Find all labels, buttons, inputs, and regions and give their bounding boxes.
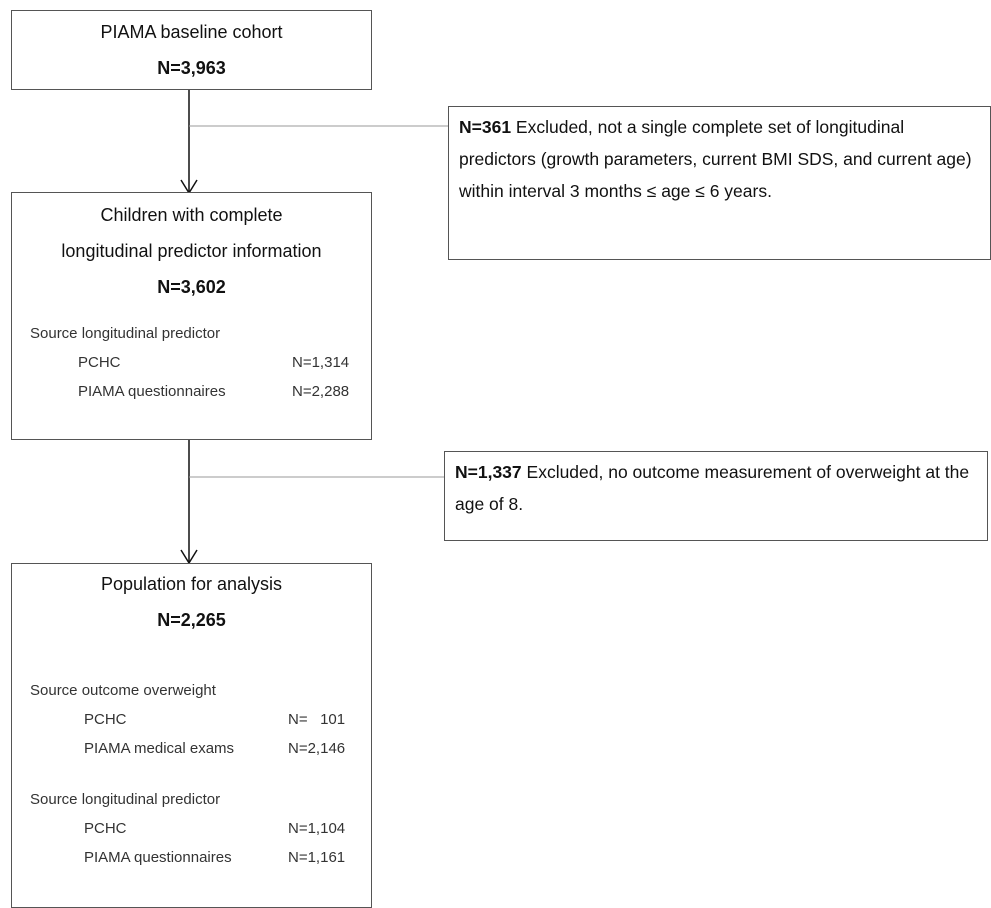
analysis-count: N=2,265 (157, 610, 226, 630)
source-row: PCHC N=1,314 (30, 348, 371, 377)
outcome-row: PIAMA medical exams N=2,146 (30, 734, 371, 763)
exclusion-1-count: N=361 (459, 117, 512, 137)
complete-source-heading: Source longitudinal predictor (30, 325, 221, 342)
outcome-row: PCHC N= 101 (30, 705, 371, 734)
predictor-row: PCHC N=1,104 (30, 814, 371, 843)
exclusion-2-count: N=1,337 (455, 462, 522, 482)
outcome-row-value: N=2,146 (288, 740, 346, 757)
exclusion-2-text: Excluded, no outcome measurement of over… (455, 462, 970, 514)
source-row-value: N=2,288 (292, 383, 350, 400)
outcome-source-heading: Source outcome overweight (30, 682, 216, 699)
complete-title-line-2: longitudinal predictor information (61, 241, 322, 261)
baseline-title: PIAMA baseline cohort (100, 22, 283, 42)
complete-title-line-1: Children with complete (100, 205, 283, 225)
analysis-title: Population for analysis (100, 574, 283, 594)
source-row-value: N=1,314 (292, 354, 350, 371)
source-row-label: PIAMA questionnaires (78, 383, 226, 400)
complete-count: N=3,602 (157, 277, 226, 297)
predictor-row: PIAMA questionnaires N=1,161 (30, 843, 371, 872)
outcome-row-label: PIAMA medical exams (84, 740, 235, 757)
baseline-count: N=3,963 (157, 58, 226, 78)
predictor-row-value: N=1,161 (288, 849, 346, 866)
exclusion-1-text: Excluded, not a single complete set of l… (459, 117, 972, 201)
predictor-row-label: PIAMA questionnaires (84, 849, 232, 866)
outcome-row-value: N= 101 (288, 711, 346, 728)
analysis-population-box: Population for analysis N=2,265 Source o… (11, 563, 372, 908)
exclusion-box-2: N=1,337 Excluded, no outcome measurement… (444, 451, 988, 541)
predictor-row-value: N=1,104 (288, 820, 346, 837)
outcome-row-label: PCHC (84, 711, 127, 728)
source-row-label: PCHC (78, 354, 121, 371)
predictor-source-heading: Source longitudinal predictor (30, 791, 221, 808)
baseline-cohort-box: PIAMA baseline cohort N=3,963 (11, 10, 372, 90)
source-row: PIAMA questionnaires N=2,288 (30, 377, 371, 406)
predictor-row-label: PCHC (84, 820, 127, 837)
complete-predictor-box: Children with complete longitudinal pred… (11, 192, 372, 440)
exclusion-box-1: N=361 Excluded, not a single complete se… (448, 106, 991, 260)
